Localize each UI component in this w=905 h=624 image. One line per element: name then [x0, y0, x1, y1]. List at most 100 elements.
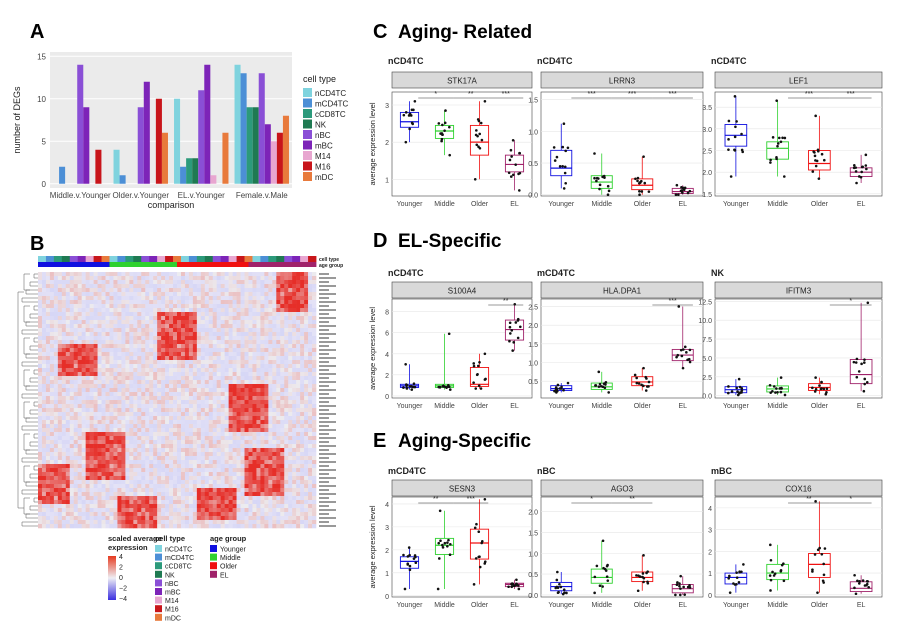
heatmap-cell	[208, 300, 214, 305]
heatmap-cell	[161, 440, 166, 445]
heatmap-cell	[304, 344, 309, 349]
heatmap-cell	[81, 512, 86, 517]
heatmap-cell	[248, 364, 253, 369]
heatmap-cell	[248, 312, 253, 317]
heatmap-cell	[161, 316, 166, 321]
heatmap-cell	[81, 452, 86, 457]
heatmap-cell	[188, 408, 194, 413]
heatmap-cell	[121, 368, 126, 373]
heatmap-cell	[117, 436, 122, 441]
heatmap-cell	[157, 404, 162, 409]
heatmap-cell	[137, 408, 142, 413]
heatmap-cell	[312, 360, 317, 365]
heatmap-cell	[180, 376, 186, 381]
heatmap-cell	[200, 336, 206, 341]
heatmap-cell	[153, 380, 158, 385]
heatmap-cell	[177, 312, 182, 317]
heatmap-cell	[129, 372, 134, 377]
heatmap-cell	[208, 396, 214, 401]
heatmap-cell	[169, 364, 174, 369]
heatmap-cell	[69, 292, 75, 297]
heatmap-cell	[212, 396, 218, 401]
heatmap-cell	[240, 320, 245, 325]
heatmap-cell	[288, 412, 293, 417]
heatmap-cell	[113, 500, 118, 505]
heatmap-cell	[41, 488, 47, 493]
heatmap-cell	[177, 332, 182, 337]
annotation-age-group-cell	[208, 262, 214, 267]
heatmap-cell	[192, 312, 198, 317]
bar-m16	[95, 149, 102, 184]
heatmap-cell	[196, 368, 202, 373]
heatmap-cell	[165, 292, 170, 297]
heatmap-cell	[165, 456, 170, 461]
heatmap-cell	[184, 300, 190, 305]
heatmap-cell	[73, 404, 79, 409]
heatmap-cell	[129, 452, 134, 457]
legend-title: cell type	[303, 74, 336, 84]
heatmap-cell	[97, 332, 102, 337]
heatmap-cell	[149, 368, 154, 373]
heatmap-cell	[97, 500, 102, 505]
heatmap-cell	[192, 364, 198, 369]
legend-swatch	[303, 140, 312, 150]
heatmap-cell	[141, 516, 146, 521]
heatmap-cell	[121, 432, 126, 437]
heatmap-cell	[109, 480, 114, 485]
heatmap-cell	[296, 376, 301, 381]
heatmap-cell	[165, 508, 170, 513]
heatmap-cell	[133, 404, 138, 409]
heatmap-cell	[224, 280, 229, 285]
heatmap-cell	[240, 348, 245, 353]
heatmap-cell	[109, 368, 114, 373]
heatmap-cell	[228, 312, 233, 317]
heatmap-cell	[200, 376, 206, 381]
heatmap-cell	[125, 496, 130, 501]
heatmap-cell	[125, 516, 130, 521]
heatmap-cell	[173, 400, 178, 405]
heatmap-cell	[105, 392, 110, 397]
heatmap-cell	[256, 416, 261, 421]
heatmap-cell	[188, 420, 194, 425]
heatmap-cell	[69, 404, 75, 409]
heatmap-cell	[149, 372, 154, 377]
data-point	[443, 121, 447, 125]
heatmap-cell	[252, 284, 257, 289]
heatmap-cell	[49, 512, 55, 517]
heatmap-cell	[145, 412, 150, 417]
heatmap-cell	[89, 372, 94, 377]
heatmap-cell	[236, 432, 241, 437]
heatmap-cell	[272, 320, 277, 325]
heatmap-cell	[192, 284, 198, 289]
heatmap-cell	[228, 316, 233, 321]
heatmap-cell	[216, 424, 221, 429]
heatmap-cell	[196, 320, 202, 325]
heatmap-cell	[57, 340, 63, 345]
heatmap-cell	[236, 420, 241, 425]
heatmap-cell	[224, 396, 229, 401]
heatmap-cell	[228, 432, 233, 437]
heatmap-cell	[129, 328, 134, 333]
heatmap-cell	[284, 448, 289, 453]
heatmap-cell	[280, 344, 285, 349]
heatmap-cell	[224, 504, 229, 509]
heatmap-cell	[188, 424, 194, 429]
heatmap-cell	[153, 400, 158, 405]
heatmap-cell	[240, 372, 245, 377]
annotation-cell-type-cell	[153, 256, 158, 262]
heatmap-cell	[41, 492, 47, 497]
heatmap-cell	[65, 312, 71, 317]
heatmap-cell	[296, 344, 301, 349]
heatmap-cell	[188, 428, 194, 433]
heatmap-cell	[137, 320, 142, 325]
heatmap-cell	[248, 432, 253, 437]
heatmap-cell	[212, 328, 218, 333]
heatmap-cell	[264, 280, 269, 285]
heatmap-cell	[73, 492, 79, 497]
heatmap-cell	[268, 396, 273, 401]
heatmap-cell	[38, 468, 43, 473]
heatmap-cell	[149, 412, 154, 417]
heatmap-cell	[65, 292, 71, 297]
heatmap-cell	[268, 412, 273, 417]
heatmap-cell	[117, 272, 122, 277]
